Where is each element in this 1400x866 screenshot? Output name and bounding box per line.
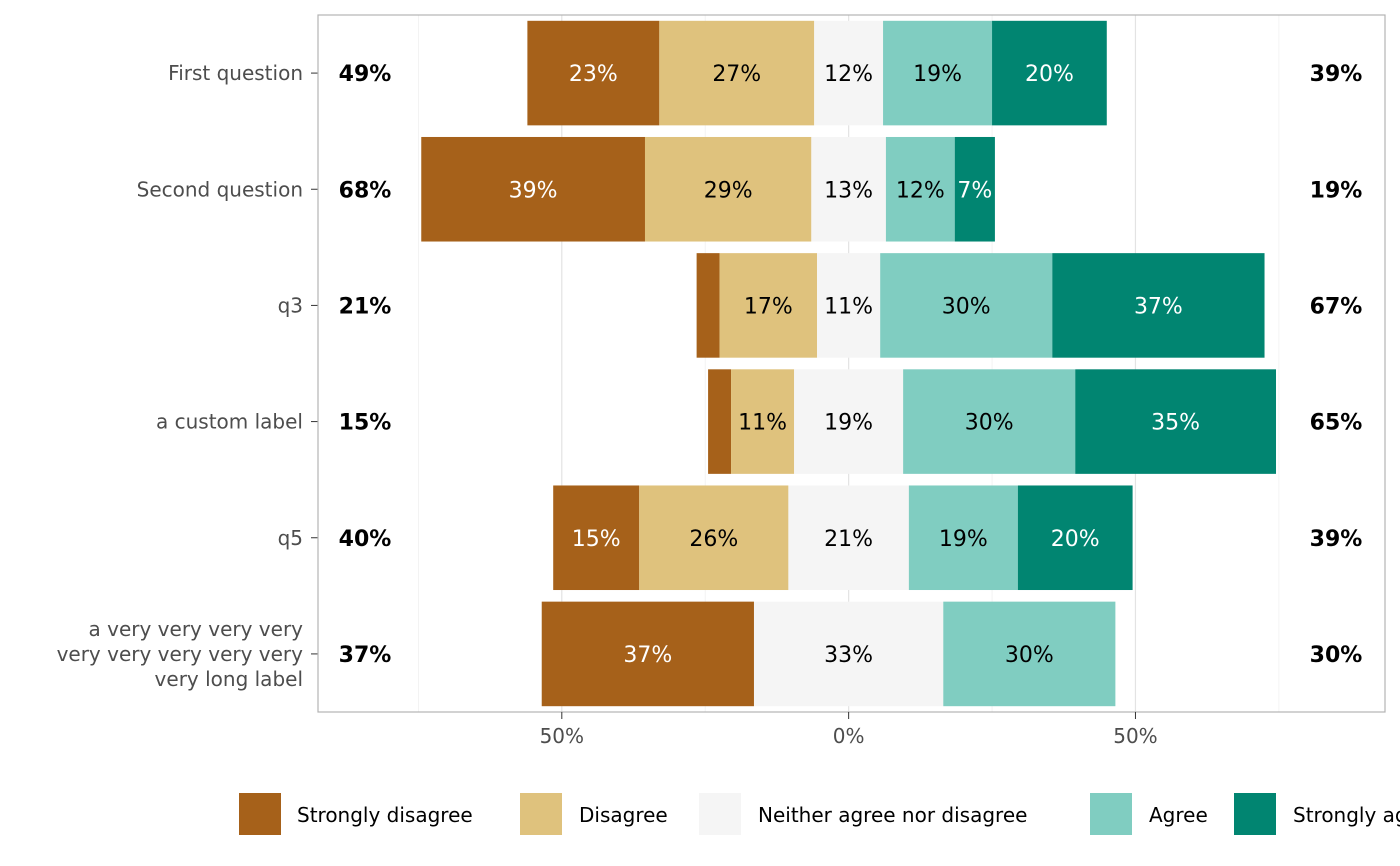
panel-border	[317, 14, 1386, 713]
left-total-label: 37%	[339, 643, 392, 668]
y-axis-label: a very very very very	[89, 617, 304, 641]
bar-label: 17%	[744, 294, 793, 319]
bar-label: 7%	[957, 178, 992, 203]
bar-segment	[903, 369, 1076, 474]
bar-label: 20%	[1025, 62, 1074, 87]
bar-label: 11%	[738, 411, 787, 436]
y-axis-label: q3	[278, 293, 303, 317]
bar-segment	[1017, 485, 1133, 591]
x-tick-label: 50%	[540, 724, 584, 748]
bar-label: 26%	[689, 527, 738, 552]
right-total-label: 65%	[1310, 411, 1363, 436]
left-total-label: 15%	[339, 411, 392, 436]
y-axis-label: q5	[278, 526, 303, 550]
y-axis-label: First question	[168, 61, 303, 85]
bar-segment	[880, 253, 1053, 358]
bar-segment	[719, 253, 818, 358]
legend-label: Disagree	[579, 803, 668, 827]
legend-swatch	[1090, 793, 1132, 835]
left-total-label: 40%	[339, 527, 392, 552]
bar-label: 39%	[509, 178, 558, 203]
bar-segment	[731, 369, 795, 474]
y-axis-label: Second question	[137, 177, 303, 201]
bar-label: 35%	[1151, 411, 1200, 436]
bar-segment	[811, 136, 886, 242]
bar-label: 37%	[1134, 294, 1183, 319]
bar-segment	[541, 601, 754, 707]
bar-segment	[644, 136, 812, 242]
bar-label: 21%	[824, 527, 873, 552]
bar-segment	[885, 136, 955, 242]
bar-label: 30%	[965, 411, 1014, 436]
legend-swatch	[520, 793, 562, 835]
bar-label: 15%	[572, 527, 621, 552]
right-total-label: 39%	[1310, 527, 1363, 552]
bar-segment	[992, 20, 1107, 126]
x-tick-label: 0%	[833, 724, 865, 748]
bar-label: 13%	[824, 178, 873, 203]
right-total-label: 30%	[1310, 643, 1363, 668]
bar-label: 19%	[939, 527, 988, 552]
bar-label: 37%	[623, 643, 672, 668]
legend-label: Neither agree nor disagree	[758, 803, 1027, 827]
left-total-label: 21%	[339, 294, 392, 319]
bar-label: 19%	[913, 62, 962, 87]
legend: Strongly disagree Disagree Neither agree n…	[239, 793, 1400, 835]
bar-label: 30%	[1005, 643, 1054, 668]
legend-label: Agree	[1149, 803, 1208, 827]
bar-label: 29%	[704, 178, 753, 203]
bar-segment	[883, 20, 993, 126]
bar-segment	[943, 601, 1116, 707]
left-total-label: 68%	[339, 178, 392, 203]
bar-segment	[817, 253, 881, 358]
legend-label: Strongly agree	[1293, 803, 1400, 827]
bar-segment	[696, 253, 720, 358]
bar-segment	[954, 136, 995, 242]
right-total-label: 67%	[1310, 294, 1363, 319]
bar-label: 27%	[712, 62, 761, 87]
bar-label: 19%	[824, 411, 873, 436]
legend-swatch	[1234, 793, 1276, 835]
legend-label: Strongly disagree	[297, 803, 473, 827]
bar-segment	[1052, 253, 1265, 358]
bar-label: 23%	[569, 62, 618, 87]
bar-label: 20%	[1051, 527, 1100, 552]
bar-segment	[1075, 369, 1277, 474]
bar-segment	[708, 369, 732, 474]
bar-label: 30%	[942, 294, 991, 319]
right-total-label: 19%	[1310, 178, 1363, 203]
bar-label: 12%	[896, 178, 945, 203]
x-tick-label: 50%	[1113, 724, 1157, 748]
bar-segment	[753, 601, 944, 707]
bar-segment	[659, 20, 815, 126]
bar-label: 33%	[824, 643, 873, 668]
bar-segment	[814, 20, 884, 126]
bar-label: 11%	[824, 294, 873, 319]
y-axis-label: very very very very very	[57, 642, 304, 666]
legend-swatch	[239, 793, 281, 835]
bar-label: 12%	[824, 62, 873, 87]
bar-segment	[421, 136, 645, 242]
bar-segment	[527, 20, 660, 126]
bar-segment	[639, 485, 789, 591]
y-axis-label: very long label	[155, 667, 303, 691]
left-total-label: 49%	[339, 62, 392, 87]
bar-segment	[788, 485, 909, 591]
bar-segment	[908, 485, 1018, 591]
right-total-label: 39%	[1310, 62, 1363, 87]
bar-segment	[794, 369, 904, 474]
bar-segment	[553, 485, 640, 591]
legend-swatch	[699, 793, 741, 835]
y-axis-label: a custom label	[156, 410, 303, 434]
